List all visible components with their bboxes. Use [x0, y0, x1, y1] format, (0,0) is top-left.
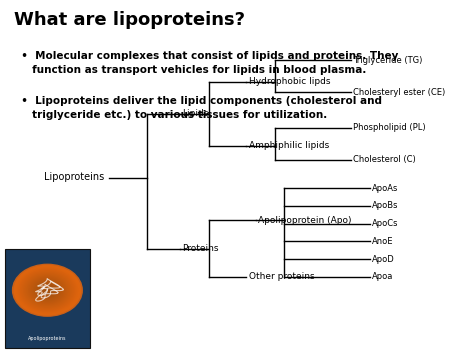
Circle shape: [22, 271, 73, 310]
Text: Apolipoprotein (Apo): Apolipoprotein (Apo): [258, 215, 352, 225]
Circle shape: [18, 268, 76, 312]
Text: Hydrophobic lipds: Hydrophobic lipds: [249, 77, 330, 86]
Circle shape: [17, 267, 78, 313]
Text: Cholesterol (C): Cholesterol (C): [353, 155, 416, 164]
Text: ApoD: ApoD: [372, 255, 395, 264]
Circle shape: [30, 277, 65, 304]
Text: Other proteins: Other proteins: [249, 272, 314, 282]
FancyBboxPatch shape: [5, 248, 90, 348]
Text: What are lipoproteins?: What are lipoproteins?: [14, 11, 245, 29]
Text: Lipoproteins: Lipoproteins: [44, 173, 104, 182]
Circle shape: [25, 273, 70, 307]
Circle shape: [28, 276, 67, 305]
Text: Phospholipid (PL): Phospholipid (PL): [353, 123, 426, 132]
Circle shape: [27, 274, 68, 306]
Circle shape: [23, 272, 72, 308]
Text: ApoCs: ApoCs: [372, 219, 399, 228]
Text: Apolipoproteins: Apolipoproteins: [28, 336, 67, 341]
Text: ApoAs: ApoAs: [372, 184, 399, 193]
Text: •  Molecular complexes that consist of lipids and proteins. They
     function a: • Molecular complexes that consist of li…: [14, 51, 399, 76]
Text: Amphiphilic lipids: Amphiphilic lipids: [249, 141, 329, 150]
Text: ApoBs: ApoBs: [372, 201, 399, 211]
Circle shape: [39, 284, 55, 296]
Circle shape: [41, 285, 54, 295]
Text: Cholesteryl ester (CE): Cholesteryl ester (CE): [353, 88, 446, 97]
Text: Proteins: Proteins: [182, 244, 219, 253]
Circle shape: [35, 280, 60, 300]
Circle shape: [31, 278, 64, 302]
Circle shape: [43, 287, 52, 294]
Circle shape: [15, 266, 80, 315]
Text: Apoa: Apoa: [372, 272, 393, 282]
Circle shape: [20, 270, 75, 311]
Circle shape: [13, 265, 82, 316]
Circle shape: [36, 282, 59, 299]
Text: •  Lipoproteins deliver the lipid components (cholesterol and
     triglyceride : • Lipoproteins deliver the lipid compone…: [14, 96, 382, 120]
Text: Triglyceride (TG): Triglyceride (TG): [353, 56, 422, 65]
Circle shape: [12, 264, 83, 317]
Text: AnoE: AnoE: [372, 237, 393, 246]
Text: Lipids: Lipids: [182, 109, 209, 118]
Circle shape: [33, 279, 62, 301]
Circle shape: [38, 283, 57, 297]
